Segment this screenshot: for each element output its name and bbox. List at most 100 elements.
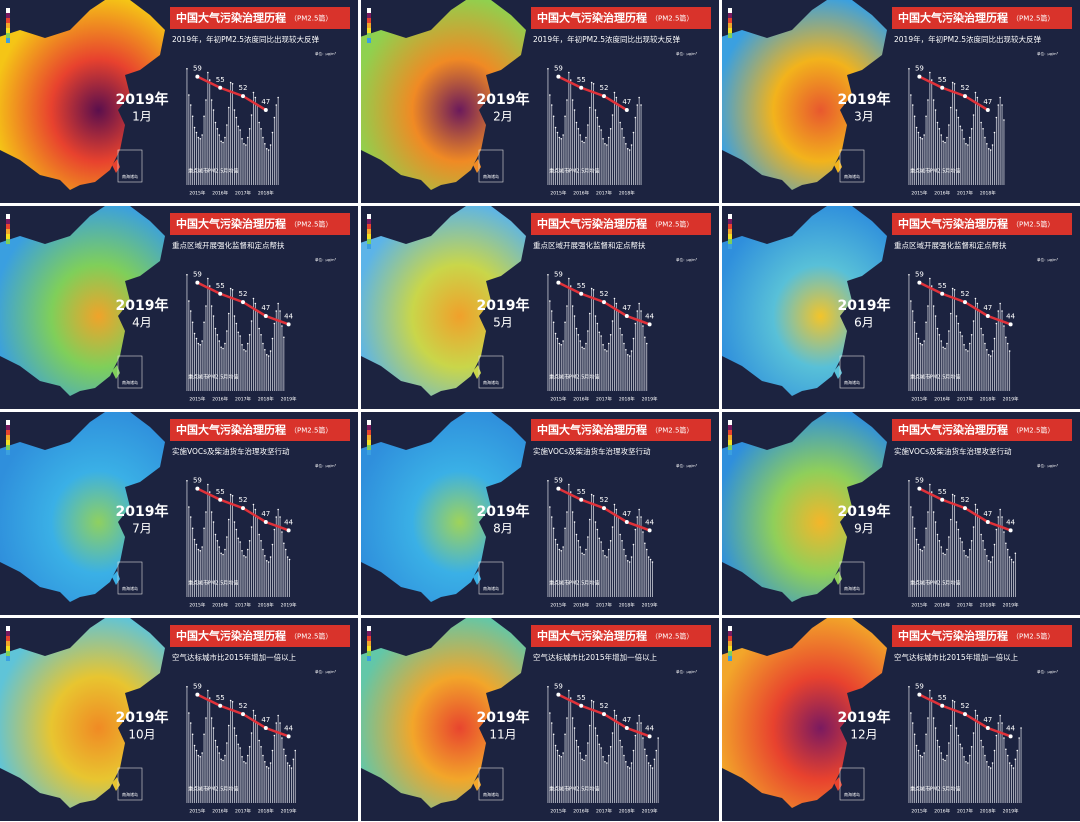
- annual-point: [195, 486, 200, 491]
- colorbar: [6, 631, 10, 636]
- bar-cap: [250, 526, 253, 528]
- bar-cap: [224, 342, 226, 345]
- bar-cap: [936, 327, 939, 330]
- annual-point: [241, 300, 245, 305]
- bar-cap: [940, 752, 943, 754]
- bar-cap: [638, 714, 640, 717]
- bar-cap: [267, 767, 270, 769]
- title: 中国大气污染治理历程: [898, 423, 1008, 437]
- panel: 南海诸岛 中国大气污染治理历程 （PM2.5篇） 2019年，年初PM2.5浓度同比出…: [361, 0, 719, 203]
- annual-value: 59: [193, 477, 202, 485]
- bar-cap: [640, 516, 642, 518]
- year-label: 2019年: [838, 91, 891, 108]
- bar-cap: [908, 67, 910, 70]
- bar-cap: [188, 300, 190, 302]
- bar-cap: [1003, 119, 1005, 121]
- bar-cap: [951, 287, 954, 290]
- bar-cap: [948, 124, 950, 126]
- bar-cap: [269, 350, 272, 352]
- bar-cap: [552, 321, 555, 324]
- bar-cap: [550, 722, 553, 724]
- panel-body: 南海诸岛 中国大气污染治理历程 （PM2.5篇） 空气达标城市比2015年增加一倍以上…: [361, 618, 719, 821]
- bar-cap: [946, 342, 948, 345]
- panel-body: 南海诸岛 中国大气污染治理历程 （PM2.5篇） 空气达标城市比2015年增加一倍以上…: [0, 618, 358, 821]
- bar-cap: [987, 765, 990, 768]
- bar-cap: [229, 699, 232, 702]
- bar-cap: [212, 727, 215, 729]
- bar-cap: [571, 511, 574, 513]
- bar-cap: [566, 717, 568, 719]
- bar-cap: [999, 508, 1001, 511]
- x-tick-label: 2015年: [550, 396, 566, 403]
- unit-label: 单位：μg/m³: [315, 463, 337, 468]
- annual-value: 47: [983, 98, 992, 106]
- inset-label: 南海诸岛: [844, 379, 860, 385]
- annual-point: [1008, 734, 1013, 739]
- annual-line: [557, 75, 628, 112]
- bar-cap: [626, 147, 629, 150]
- bar-cap: [980, 533, 982, 536]
- bar-cap: [934, 315, 937, 317]
- bar-cap: [974, 503, 977, 506]
- bar-cap: [248, 745, 251, 748]
- annual-point: [218, 497, 223, 502]
- bar-cap: [250, 320, 253, 322]
- x-tick-label: 2018年: [258, 396, 274, 403]
- title-box: [892, 419, 1072, 441]
- title: 中国大气污染治理历程: [898, 629, 1008, 643]
- bar-cap: [602, 343, 604, 346]
- bar-cap: [288, 558, 291, 561]
- subtitle: 实施VOCs及柴油货车治理攻坚行动: [533, 446, 651, 456]
- bar-cap: [587, 124, 589, 126]
- annual-value: 55: [938, 76, 947, 84]
- annual-point: [917, 486, 922, 491]
- x-tick-label: 2016年: [934, 602, 950, 609]
- bar-cap: [596, 528, 599, 531]
- bar-cap: [220, 758, 222, 761]
- subtitle: 2019年，年初PM2.5浓度同比出现较大反弹: [172, 34, 320, 44]
- x-tick-label: 2017年: [957, 602, 973, 609]
- bar-cap: [634, 322, 637, 325]
- unit-label: 单位：μg/m³: [315, 669, 337, 674]
- bar-cap: [193, 332, 196, 335]
- annual-value: 47: [622, 98, 631, 106]
- china-map: [0, 412, 165, 602]
- bar-cap: [986, 142, 988, 145]
- panel: 南海诸岛 中国大气污染治理历程 （PM2.5篇） 空气达标城市比2015年增加一倍以上…: [722, 618, 1080, 821]
- bar-cap: [568, 483, 570, 486]
- x-tick-label: 2016年: [934, 396, 950, 403]
- bar-cap: [626, 559, 629, 562]
- annual-point: [647, 322, 652, 327]
- bar-cap: [951, 493, 954, 496]
- bar-cap: [615, 714, 618, 717]
- bar-cap: [592, 288, 595, 291]
- unit-label: 单位：μg/m³: [315, 257, 337, 262]
- annual-value: 59: [554, 477, 563, 485]
- colorbar: [6, 244, 10, 249]
- bar-cap: [271, 337, 274, 340]
- bar-cap: [929, 689, 931, 692]
- annual-point: [624, 108, 629, 112]
- panel-body: 南海诸岛 中国大气污染治理历程 （PM2.5篇） 重点区域开展强化监督和定点帮扶单位：…: [722, 206, 1080, 409]
- bar-cap: [583, 141, 585, 144]
- bar-cap: [598, 125, 601, 128]
- x-tick-label: 2015年: [911, 808, 927, 815]
- x-tick-label: 2015年: [550, 808, 566, 815]
- bar-cap: [588, 724, 591, 727]
- bar-cap: [271, 131, 274, 134]
- colorbar: [367, 18, 371, 23]
- bar-cap: [607, 754, 610, 757]
- title: 中国大气污染治理历程: [537, 11, 647, 25]
- bar-cap: [995, 734, 998, 737]
- panel: 南海诸岛 中国大气污染治理历程 （PM2.5篇） 空气达标城市比2015年增加一倍以上…: [361, 618, 719, 821]
- bar-cap: [588, 312, 591, 315]
- panel: 南海诸岛 中国大气污染治理历程 （PM2.5篇） 实施VOCs及柴油货车治理攻坚行动单…: [0, 412, 358, 615]
- bar-cap: [294, 749, 297, 752]
- bar-cap: [273, 528, 276, 531]
- title: 中国大气污染治理历程: [176, 217, 286, 231]
- bar-cap: [201, 134, 203, 136]
- month-label: 7月: [132, 522, 152, 536]
- bar-cap: [191, 733, 194, 736]
- bar-cap: [208, 697, 211, 699]
- colorbar: [6, 445, 10, 450]
